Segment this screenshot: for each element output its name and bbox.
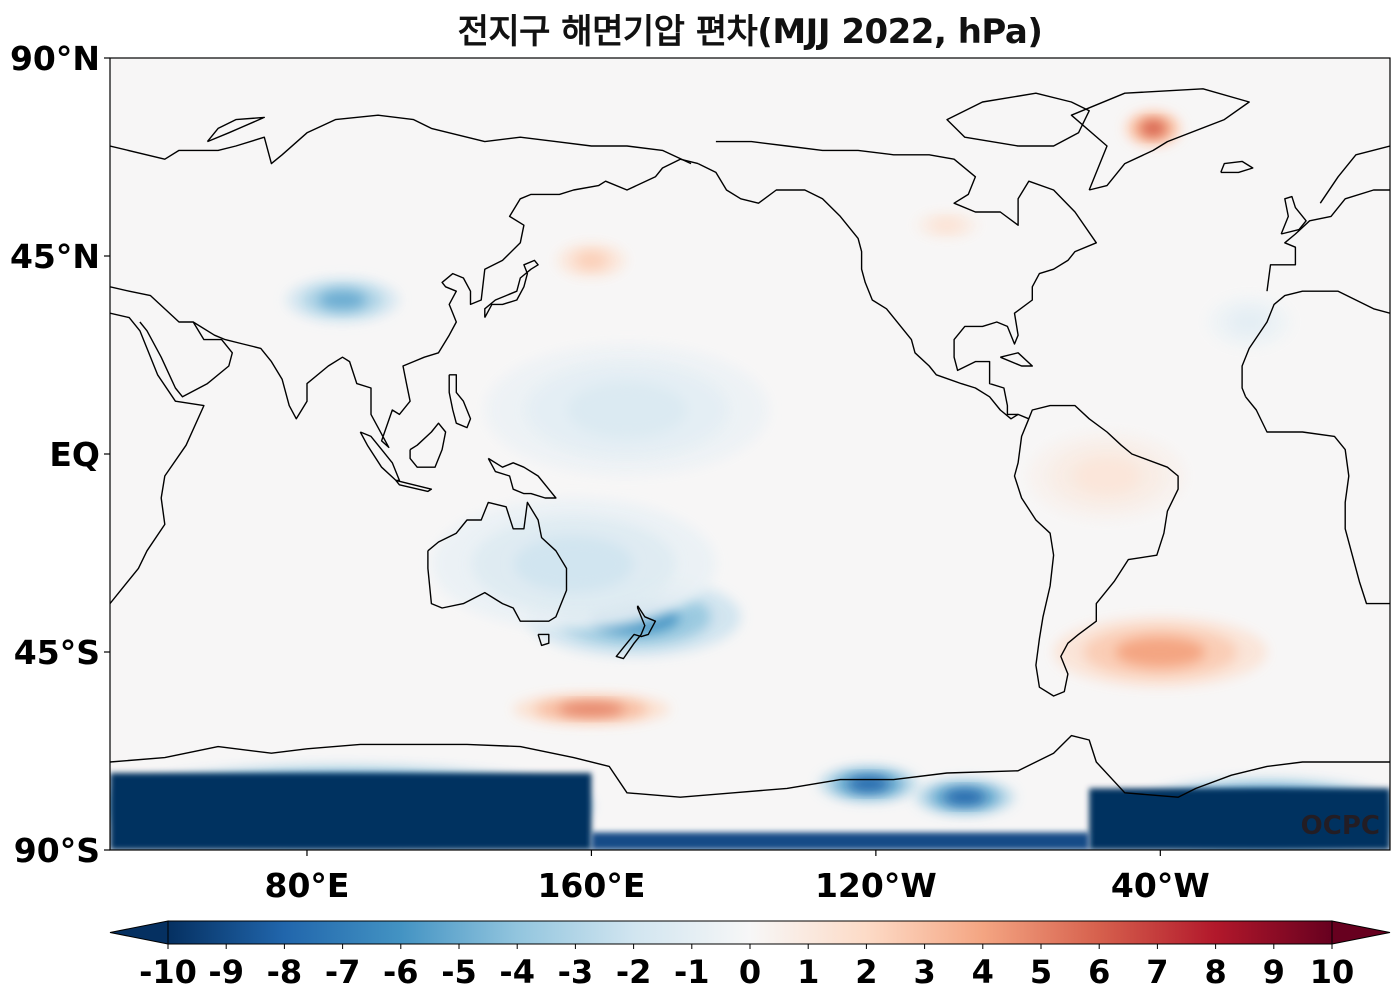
colorbar-tick-label: 7: [1146, 953, 1168, 991]
coastline: [484, 259, 539, 318]
colorbar-tick-label: -3: [558, 953, 594, 991]
coastline: [1280, 195, 1307, 235]
colorbar-tick-label: -4: [499, 953, 535, 991]
anomaly-region: [1206, 295, 1292, 349]
coastline: [1000, 352, 1033, 367]
anomaly-antarctic-atlantic: [1089, 788, 1390, 850]
anomaly-region: [1053, 616, 1267, 688]
coastline: [615, 605, 657, 660]
x-tick-label: 160°E: [537, 866, 645, 905]
anomaly-contour: [567, 382, 687, 438]
colorbar-tick-label: -6: [383, 953, 419, 991]
anomaly-region: [484, 344, 770, 476]
coastline: [946, 92, 1090, 147]
colorbar-gradient: [168, 921, 1332, 944]
anomaly-region: [1124, 110, 1182, 146]
anomaly-region: [914, 779, 1015, 815]
coastline: [1319, 145, 1390, 204]
anomaly-contour: [1231, 310, 1268, 334]
map-background: [110, 58, 1390, 850]
colorbar-tick-label: -5: [441, 953, 477, 991]
map-area: OCPC: [110, 58, 1390, 850]
coastline: [110, 734, 1390, 798]
anomaly-region: [513, 693, 670, 725]
colorbar-tick-label: 2: [855, 953, 877, 991]
anomaly-contour: [318, 290, 367, 310]
anomaly-contour: [1141, 121, 1166, 136]
anomaly-field: [110, 110, 1390, 850]
coastline: [110, 114, 692, 165]
coastline: [409, 422, 447, 468]
y-tick-label: 90°N: [10, 39, 100, 78]
coastline: [715, 140, 1097, 416]
coastline: [206, 116, 265, 143]
coastline: [697, 162, 1030, 420]
y-tick-label: 45°S: [14, 633, 100, 672]
anomaly-contour: [576, 253, 607, 268]
colorbar-tick-label: -1: [674, 953, 710, 991]
colorbar-tick-label: -10: [139, 953, 197, 991]
colorbar-extend-min: [109, 920, 169, 945]
anomaly-region: [431, 498, 716, 630]
x-tick-label: 80°E: [264, 866, 349, 905]
colorbar-tick-label: 0: [739, 953, 761, 991]
anomaly-antarctic-pacific: [591, 832, 1090, 850]
coastline: [1220, 160, 1254, 174]
colorbar: -10 -9 -8 -7 -6 -5 -4 -3 -2 -1 0 1 2 3 4 5 6 7 8 9 10: [109, 920, 1391, 991]
colorbar-tick-label: -7: [325, 953, 361, 991]
coastline: [537, 633, 550, 647]
colorbar-tick-label: 3: [913, 953, 935, 991]
colorbar-tick-label: 4: [972, 953, 994, 991]
colorbar-tick-label: -8: [267, 953, 303, 991]
coastline: [1070, 88, 1250, 191]
anomaly-antarctic-east: [110, 773, 592, 850]
coastline: [448, 374, 472, 429]
colorbar-tick-label: 10: [1310, 953, 1355, 991]
colorbar-tick-label: -2: [616, 953, 652, 991]
coastline: [110, 286, 233, 398]
anomaly-contour: [847, 776, 890, 792]
x-tick-label: 120°W: [815, 866, 937, 905]
ocpc-watermark: OCPC: [1301, 811, 1380, 841]
colorbar-tick-label: 8: [1204, 953, 1226, 991]
y-tick-label: EQ: [49, 435, 100, 474]
y-tick-label: 45°N: [10, 237, 100, 276]
anomaly-contour: [513, 536, 634, 592]
x-tick-label: 40°W: [1111, 866, 1210, 905]
coastline: [1013, 404, 1179, 697]
coastline: [395, 479, 433, 493]
anomaly-region: [555, 242, 627, 278]
colorbar-tick-label: 9: [1263, 953, 1285, 991]
anomaly-contour: [933, 219, 961, 231]
colorbar-tick-label: 5: [1030, 953, 1052, 991]
coastline: [110, 312, 205, 605]
anomaly-contour: [943, 789, 986, 805]
coastline: [192, 158, 699, 449]
coastline: [1241, 290, 1390, 398]
y-tick-label: 90°S: [14, 831, 100, 870]
anomaly-contour: [558, 702, 625, 716]
chart-title: 전지구 해면기압 편차(MJJ 2022, hPa): [457, 12, 1043, 52]
coastline: [427, 501, 568, 622]
anomaly-contour: [1115, 637, 1206, 667]
coastline: [487, 457, 557, 499]
anomaly-contour: [1074, 457, 1140, 495]
coastline: [1245, 396, 1390, 605]
anomaly-region: [285, 278, 400, 322]
anomaly-region: [818, 766, 919, 802]
colorbar-extend-max: [1331, 920, 1391, 945]
colorbar-tick-label: -9: [208, 953, 244, 991]
y-axis: 90°N 45°N EQ 45°S 90°S: [10, 39, 110, 870]
anomaly-region: [1028, 432, 1186, 520]
x-axis: 80°E 160°E 120°W 40°W: [264, 850, 1210, 905]
coastline: [1266, 189, 1390, 292]
colorbar-tick-label: 1: [797, 953, 819, 991]
colorbar-tick-label: 6: [1088, 953, 1110, 991]
coastlines: [110, 88, 1390, 798]
anomaly-region: [914, 212, 979, 239]
